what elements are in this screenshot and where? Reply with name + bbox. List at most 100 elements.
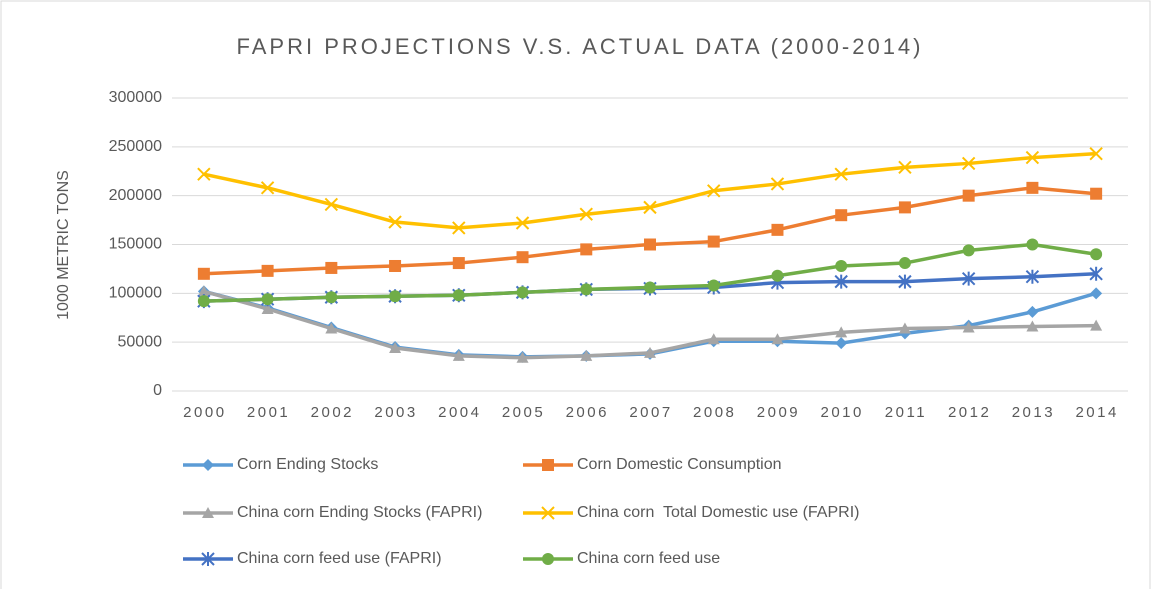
marker (1090, 319, 1103, 331)
marker (516, 286, 529, 299)
marker (260, 181, 275, 195)
marker (835, 259, 848, 272)
marker (1025, 150, 1040, 165)
marker (389, 290, 402, 303)
x-tick-label: 2006 (566, 404, 609, 421)
marker (452, 349, 465, 361)
marker (261, 302, 274, 314)
marker (962, 244, 975, 257)
marker (771, 223, 784, 236)
marker (707, 184, 721, 198)
marker (452, 289, 465, 302)
x-tick-label: 2005 (502, 404, 545, 421)
x-tick-label: 2002 (311, 404, 354, 421)
marker (261, 264, 274, 277)
legend-item: China corn feed use (523, 550, 720, 567)
legend-label: Corn Domestic Consumption (577, 456, 782, 473)
x-tick-label: 2010 (821, 404, 864, 421)
x-tick-label: 2004 (438, 404, 481, 421)
marker (197, 167, 211, 181)
marker (1026, 305, 1039, 318)
marker (197, 267, 210, 280)
marker (325, 322, 338, 334)
marker (898, 274, 912, 289)
legend-label: China corn Ending Stocks (FAPRI) (237, 504, 482, 521)
legend-item: China corn Total Domestic use (FAPRI) (523, 504, 859, 521)
marker (835, 209, 848, 222)
marker (515, 216, 530, 230)
legend-item: China corn Ending Stocks (FAPRI) (183, 504, 482, 521)
x-tick-label: 2014 (1075, 404, 1118, 421)
marker (644, 281, 656, 294)
x-tick-label: 2000 (183, 404, 226, 421)
marker (197, 285, 210, 297)
y-tick-label: 150000 (109, 236, 162, 253)
marker (388, 215, 402, 229)
marker (898, 160, 912, 175)
marker (1026, 181, 1039, 194)
marker (898, 201, 911, 214)
marker (389, 259, 402, 272)
marker (197, 295, 210, 308)
marker (1090, 248, 1103, 261)
x-tick-label: 2012 (948, 404, 991, 421)
marker (516, 351, 529, 363)
marker (542, 459, 554, 471)
legend-label: China corn Total Domestic use (FAPRI) (577, 504, 859, 521)
marker (707, 333, 720, 345)
series-line (203, 151, 1097, 230)
marker (452, 221, 466, 235)
legend-label: China corn feed use (FAPRI) (237, 550, 442, 567)
y-tick-label: 0 (153, 382, 162, 399)
marker (452, 257, 465, 270)
y-tick-label: 200000 (109, 187, 162, 204)
marker (516, 251, 529, 264)
marker (961, 156, 976, 171)
marker (1025, 269, 1040, 284)
marker (1089, 266, 1103, 281)
marker (835, 326, 848, 338)
marker (707, 235, 720, 248)
chart-title: FAPRI PROJECTIONS V.S. ACTUAL DATA (2000… (237, 34, 924, 59)
marker (898, 322, 911, 334)
x-tick-label: 2011 (885, 404, 927, 421)
marker (580, 243, 593, 256)
marker (324, 197, 339, 212)
marker (1026, 320, 1039, 332)
marker (389, 342, 402, 354)
marker (771, 269, 784, 282)
marker (961, 271, 976, 286)
marker (962, 189, 975, 202)
y-axis-label: 1000 METRIC TONS (55, 170, 72, 320)
x-tick-label: 2008 (693, 404, 736, 421)
marker (644, 238, 656, 251)
marker (1090, 287, 1103, 300)
x-tick-label: 2007 (629, 404, 672, 421)
marker (1090, 187, 1103, 200)
marker (834, 274, 848, 289)
x-tick-label: 2001 (247, 404, 290, 421)
marker (644, 346, 656, 358)
marker (201, 552, 215, 566)
marker (542, 553, 554, 565)
marker (1089, 146, 1103, 161)
legend-item: Corn Domestic Consumption (523, 456, 782, 473)
legend-item: Corn Ending Stocks (183, 456, 378, 473)
marker (202, 459, 214, 471)
marker (962, 321, 975, 333)
legend-item: China corn feed use (FAPRI) (183, 550, 442, 567)
y-tick-label: 100000 (109, 285, 162, 302)
y-tick-label: 250000 (109, 138, 162, 155)
marker (643, 200, 657, 215)
legend-label: China corn feed use (577, 550, 720, 567)
x-tick-label: 2009 (757, 404, 800, 421)
legend-label: Corn Ending Stocks (237, 456, 378, 473)
marker (261, 293, 274, 306)
marker (325, 261, 338, 274)
marker (580, 349, 593, 361)
y-tick-label: 300000 (109, 89, 162, 106)
marker (579, 207, 593, 221)
marker (541, 506, 555, 520)
